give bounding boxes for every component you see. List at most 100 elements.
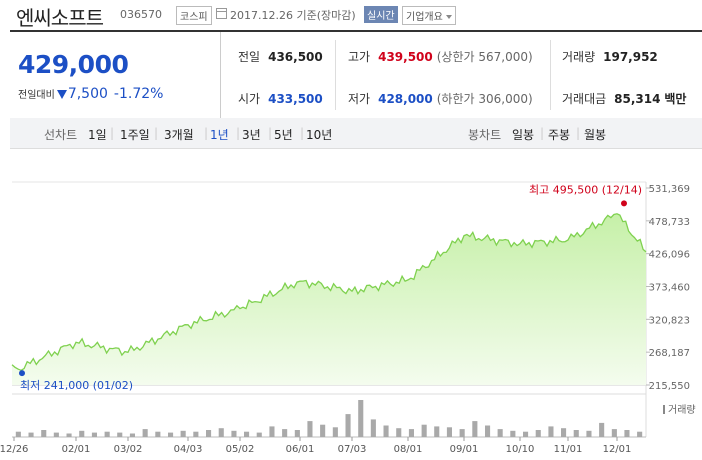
x-tick-label: 08/01 — [394, 444, 423, 455]
change-percent: -1.72% — [113, 86, 164, 102]
volume-legend-label: 거래량 — [668, 404, 696, 416]
period-3m[interactable]: 3개월 — [164, 128, 194, 142]
price-line — [11, 213, 647, 372]
candle-daily[interactable]: 일봉 — [512, 128, 535, 142]
volume-bar — [53, 432, 59, 437]
volume-bar — [358, 400, 364, 437]
current-price-box: 429,000 전일대비 7,500 -1.72% — [10, 32, 221, 118]
stock-header: 엔씨소프트 036570 코스피 2017.12.26 기준(장마감) 실시간 … — [0, 0, 702, 30]
volume-bar — [446, 427, 452, 437]
y-tick-label: 478,733 — [649, 217, 690, 228]
stock-code: 036570 — [120, 8, 162, 21]
min-annotation: 최저 241,000 (01/02) — [20, 379, 133, 392]
volume-bar — [459, 429, 465, 437]
stat-trade-value: 거래대금 85,314 백만 — [562, 90, 686, 107]
volume-bar — [637, 431, 643, 437]
y-tick-label: 426,096 — [649, 250, 690, 261]
volume-bar — [485, 425, 491, 437]
realtime-button[interactable]: 실시간 — [364, 6, 398, 23]
period-10y[interactable]: 10년 — [306, 128, 333, 142]
separator: | — [300, 126, 305, 140]
separator: | — [204, 126, 209, 140]
candle-monthly[interactable]: 월봉 — [584, 128, 607, 142]
volume-bar — [168, 432, 174, 437]
volume-bar — [624, 430, 630, 437]
stat-unit: 백만 — [664, 92, 687, 106]
date-label: 2017.12.26 기준(장마감) — [230, 9, 356, 22]
volume-bar — [180, 430, 186, 437]
volume-bar — [611, 429, 617, 437]
volume-bar — [370, 419, 376, 437]
stat-label: 거래대금 — [562, 92, 607, 106]
volume-bar — [155, 431, 161, 437]
stat-value: 428,000 — [378, 92, 433, 106]
candle-chart-title: 봉차트 — [468, 128, 502, 142]
separator: | — [110, 126, 115, 140]
period-1d[interactable]: 1일 — [88, 128, 107, 142]
volume-bar — [408, 429, 414, 437]
price-change: 전일대비 7,500 -1.72% — [18, 86, 163, 102]
stat-value: 197,952 — [603, 50, 658, 64]
current-price: 429,000 — [18, 50, 129, 79]
period-1w[interactable]: 1주일 — [120, 128, 150, 142]
stat-open: 시가 433,500 — [238, 90, 323, 107]
volume-bar — [599, 422, 605, 437]
period-bar: 선차트 1일 | 1주일 | 3개월 | 1년 | 3년 | 5년 | 10년 … — [10, 118, 702, 149]
period-5y[interactable]: 5년 — [274, 128, 293, 142]
line-chart-title: 선차트 — [44, 128, 78, 142]
volume-bar — [79, 430, 85, 437]
period-1y[interactable]: 1년 — [210, 128, 229, 142]
volume-bar — [497, 429, 503, 437]
period-3y[interactable]: 3년 — [242, 128, 261, 142]
volume-bar — [282, 429, 288, 437]
stat-prev-close: 전일 436,500 — [238, 48, 323, 65]
volume-bar — [104, 431, 110, 437]
volume-bar — [561, 428, 567, 437]
x-tick-label: 11/01 — [554, 444, 583, 455]
volume-bar — [15, 431, 21, 437]
volume-legend-icon — [663, 405, 665, 414]
volume-bar — [142, 429, 148, 437]
y-tick-label: 268,187 — [649, 348, 690, 359]
volume-bar — [383, 425, 389, 437]
x-tick-label: 04/03 — [174, 444, 203, 455]
stat-low: 저가 428,000 (하한가 306,000) — [348, 90, 533, 107]
separator: | — [576, 126, 581, 140]
volume-bar — [472, 421, 478, 437]
candle-weekly[interactable]: 주봉 — [548, 128, 571, 142]
x-tick-label: 07/03 — [338, 444, 367, 455]
stat-label: 고가 — [348, 50, 371, 64]
stat-label: 시가 — [238, 92, 261, 106]
volume-bar — [231, 430, 237, 437]
x-tick-label: 12/01 — [603, 444, 632, 455]
volume-bar — [510, 430, 516, 437]
volume-bar — [269, 426, 275, 437]
divider — [335, 40, 336, 110]
x-tick-label: 06/01 — [286, 444, 315, 455]
volume-bar — [256, 432, 262, 437]
y-tick-label: 215,550 — [649, 381, 690, 392]
separator: | — [236, 126, 241, 140]
volume-bar — [523, 431, 529, 437]
y-tick-label: 531,369 — [649, 184, 690, 195]
volume-bar — [193, 431, 199, 437]
volume-bar — [573, 430, 579, 437]
volume-bar — [66, 433, 72, 437]
stat-label: 거래량 — [562, 50, 596, 64]
divider — [550, 40, 551, 110]
x-tick-label: 03/02 — [114, 444, 143, 455]
volume-bar — [41, 430, 47, 437]
stat-value: 85,314 — [614, 92, 661, 106]
stock-name: 엔씨소프트 — [16, 6, 104, 30]
company-info-dropdown[interactable]: 기업개요 — [402, 6, 456, 25]
volume-bar — [129, 433, 135, 437]
min-point-marker — [19, 370, 25, 377]
separator: | — [154, 126, 159, 140]
company-info-label: 기업개요 — [406, 12, 443, 23]
volume-bar — [28, 432, 34, 437]
stat-value: 436,500 — [268, 50, 323, 64]
volume-bar — [332, 427, 338, 437]
stat-value: 433,500 — [268, 92, 323, 106]
separator: | — [268, 126, 273, 140]
